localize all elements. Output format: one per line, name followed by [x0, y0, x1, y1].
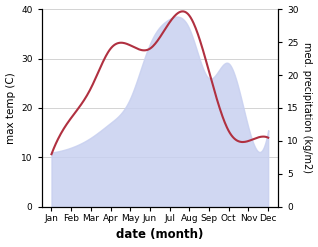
X-axis label: date (month): date (month) [116, 228, 204, 242]
Y-axis label: max temp (C): max temp (C) [5, 72, 16, 144]
Y-axis label: med. precipitation (kg/m2): med. precipitation (kg/m2) [302, 42, 313, 173]
